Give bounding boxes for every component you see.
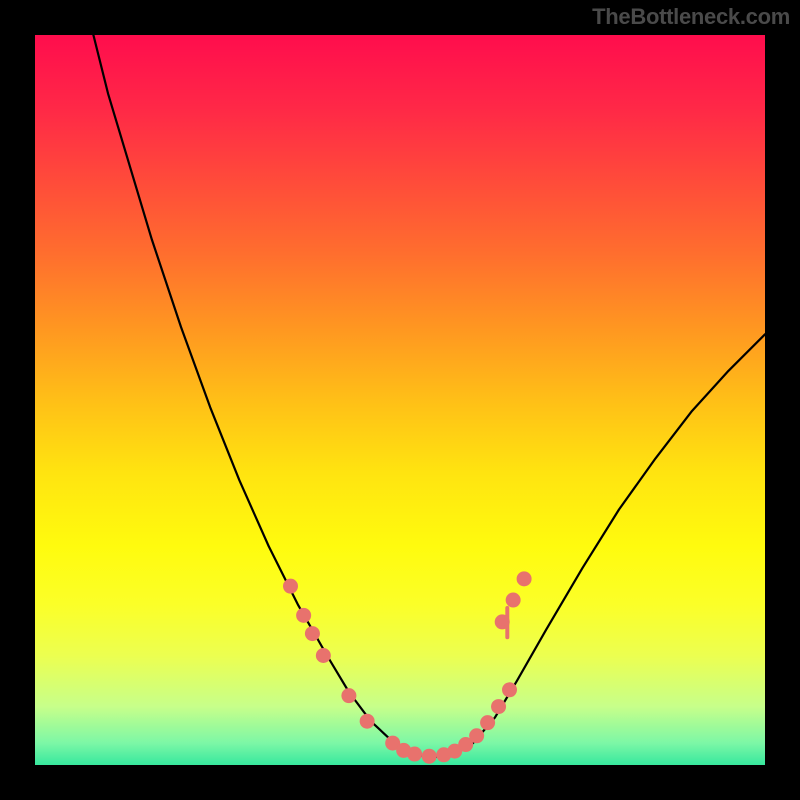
curve-right [429, 334, 765, 757]
watermark-text: TheBottleneck.com [592, 4, 790, 30]
chart-svg [35, 35, 765, 765]
curve-left [93, 35, 429, 758]
plot-area [35, 35, 765, 765]
dots-left [283, 579, 437, 764]
dots-right [436, 571, 531, 762]
